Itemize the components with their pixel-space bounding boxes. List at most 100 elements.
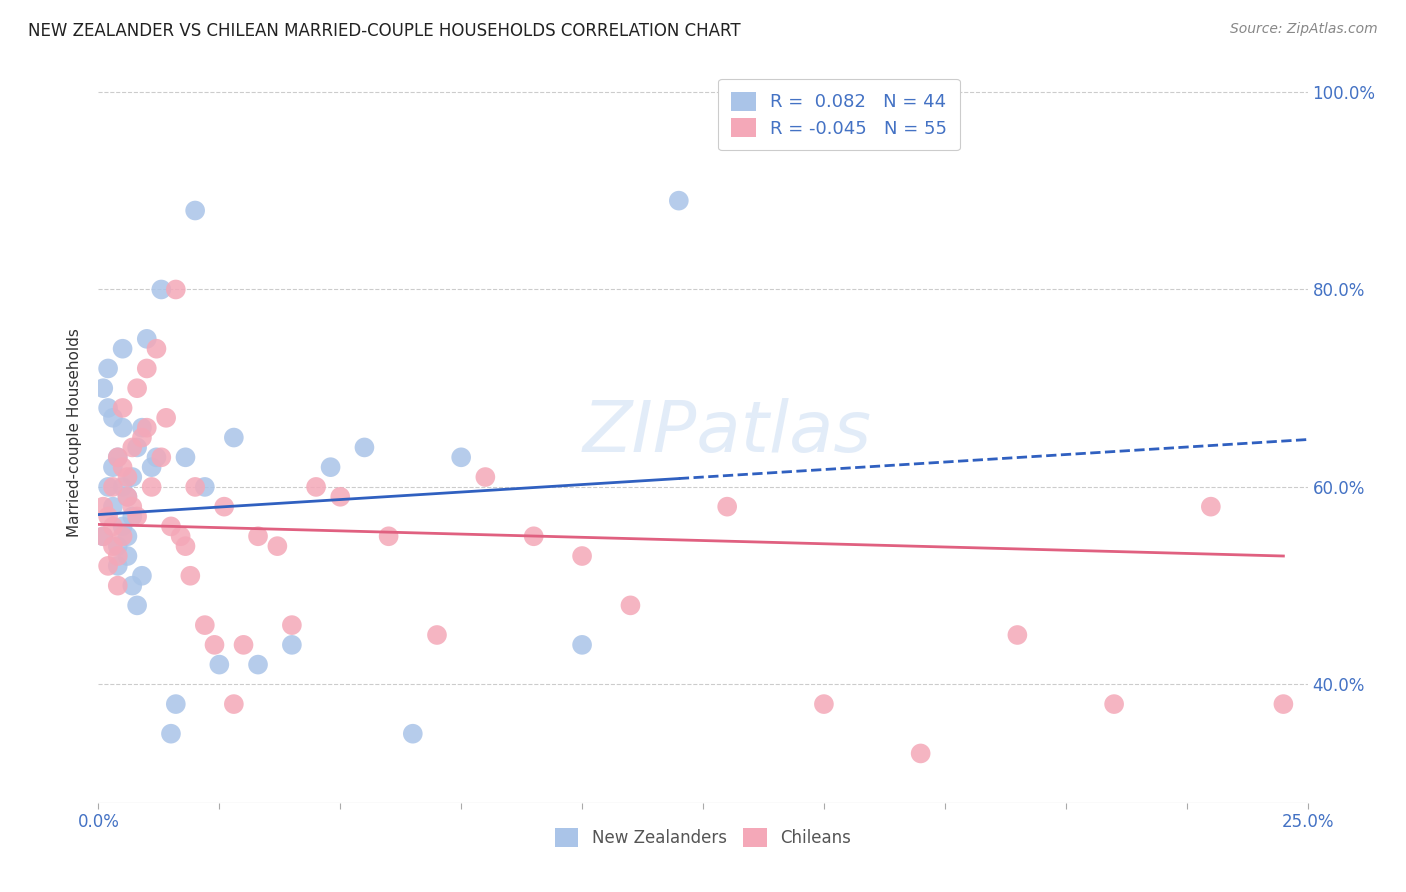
Point [107, 549, 129, 563]
Point [101, 519, 124, 533]
Point [91, 529, 114, 543]
Point [127, 381, 149, 395]
Point [111, 529, 134, 543]
Point [101, 480, 124, 494]
Point [101, 500, 124, 514]
Point [319, 460, 342, 475]
Point [135, 420, 157, 434]
Point [1199, 500, 1222, 514]
Point [208, 657, 231, 672]
Point [329, 490, 352, 504]
Point [111, 519, 134, 533]
Point [111, 460, 134, 475]
Point [131, 568, 153, 582]
Point [160, 727, 183, 741]
Legend: New Zealanders, Chileans: New Zealanders, Chileans [548, 822, 858, 854]
Point [402, 727, 425, 741]
Point [107, 558, 129, 573]
Point [377, 529, 399, 543]
Text: Source: ZipAtlas.com: Source: ZipAtlas.com [1230, 22, 1378, 37]
Point [91, 529, 114, 543]
Point [117, 549, 139, 563]
Point [150, 450, 173, 465]
Point [222, 431, 245, 445]
Point [426, 628, 449, 642]
Point [111, 420, 134, 434]
Point [121, 441, 143, 455]
Point [145, 450, 167, 465]
Point [131, 420, 153, 434]
Y-axis label: Married-couple Households: Married-couple Households [67, 328, 83, 537]
Point [121, 509, 143, 524]
Point [194, 618, 217, 632]
Text: ZIPatlas: ZIPatlas [582, 398, 872, 467]
Point [135, 332, 157, 346]
Point [97, 509, 120, 524]
Point [1102, 697, 1125, 711]
Point [281, 618, 304, 632]
Point [474, 470, 496, 484]
Point [117, 529, 139, 543]
Point [232, 638, 254, 652]
Point [145, 342, 167, 356]
Point [97, 361, 120, 376]
Point [353, 441, 375, 455]
Point [131, 431, 153, 445]
Point [111, 342, 134, 356]
Point [121, 470, 143, 484]
Point [101, 539, 124, 553]
Point [266, 539, 288, 553]
Point [1007, 628, 1029, 642]
Point [127, 441, 149, 455]
Point [121, 500, 143, 514]
Point [101, 410, 124, 425]
Point [165, 697, 187, 711]
Point [571, 638, 593, 652]
Point [523, 529, 546, 543]
Point [281, 638, 304, 652]
Point [155, 410, 177, 425]
Point [184, 203, 207, 218]
Point [619, 599, 641, 613]
Point [910, 747, 932, 761]
Point [169, 529, 191, 543]
Point [716, 500, 738, 514]
Point [91, 381, 114, 395]
Point [194, 480, 217, 494]
Point [141, 480, 163, 494]
Point [165, 283, 187, 297]
Point [1272, 697, 1295, 711]
Point [174, 450, 197, 465]
Point [117, 490, 139, 504]
Point [97, 401, 120, 415]
Point [135, 361, 157, 376]
Point [247, 529, 270, 543]
Point [247, 657, 270, 672]
Point [305, 480, 328, 494]
Point [107, 450, 129, 465]
Point [121, 579, 143, 593]
Point [127, 509, 149, 524]
Point [160, 519, 183, 533]
Point [668, 194, 690, 208]
Point [174, 539, 197, 553]
Point [179, 568, 201, 582]
Point [97, 480, 120, 494]
Point [450, 450, 472, 465]
Point [107, 450, 129, 465]
Point [571, 549, 593, 563]
Point [107, 579, 129, 593]
Point [222, 697, 245, 711]
Point [101, 460, 124, 475]
Point [107, 539, 129, 553]
Point [127, 599, 149, 613]
Point [150, 283, 173, 297]
Point [97, 558, 120, 573]
Point [117, 470, 139, 484]
Point [141, 460, 163, 475]
Point [111, 401, 134, 415]
Point [184, 480, 207, 494]
Point [91, 500, 114, 514]
Point [212, 500, 235, 514]
Point [813, 697, 835, 711]
